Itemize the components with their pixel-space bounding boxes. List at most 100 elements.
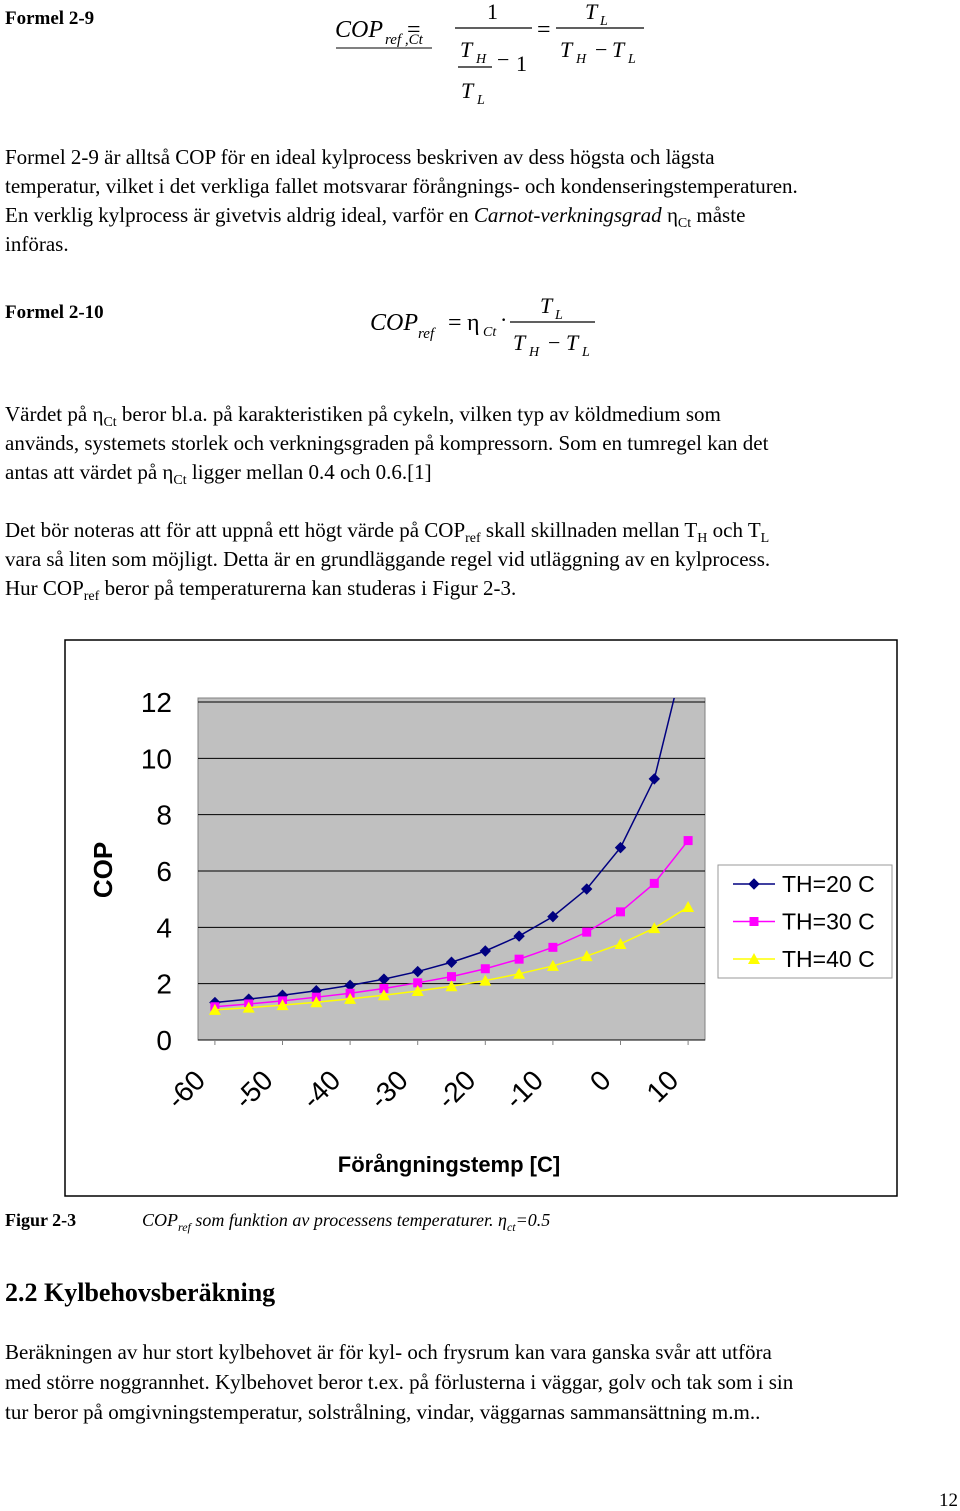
formula-token: = [407,17,421,43]
text-line: En verklig kylprocess är givetvis aldrig… [5,203,745,231]
marker [480,964,490,974]
subscript: Ct [173,473,186,488]
marker [547,910,559,923]
text-line: används, systemets storlek och verknings… [5,431,769,455]
marker [513,930,525,942]
formula-token: H [528,345,540,360]
legend-label: TH=40 C [782,946,875,972]
text-run: Värdet på η [5,402,103,426]
formula-token: = [448,310,462,336]
marker [514,954,524,964]
legend-label: TH=20 C [782,871,875,897]
marker [445,980,458,992]
text-run: antas att värdet på η [5,460,173,484]
text-line: Värdet på ηCt beror bl.a. på karakterist… [5,402,721,430]
marker [242,1001,255,1013]
formula-label: Formel 2-9 [5,8,94,29]
y-axis-title: COP [88,842,118,898]
formula-token: − [595,37,607,62]
text-run: En verklig kylprocess är givetvis aldrig… [5,203,474,227]
marker [748,953,760,964]
formula-token: L [476,93,485,108]
marker [582,927,592,937]
formula-token: COP [370,310,418,336]
formula-token: − [548,330,560,355]
text-line: med större noggrannhet. Kylbehovet beror… [5,1370,794,1394]
marker [276,999,289,1011]
marker [411,984,424,996]
marker [344,992,357,1004]
figure-label: Figur 2-3 [5,1210,76,1230]
formula-token: η [467,310,480,336]
formula-token: 1 [516,51,527,76]
marker [379,983,389,993]
text-run: temperatur, vilket i det verkliga fallet… [5,174,798,198]
formula-label: Formel 2-10 [5,302,104,323]
marker [413,978,423,988]
text-run: tur beror på omgivningstemperatur, solst… [5,1400,760,1424]
text-run: COP [142,1210,178,1230]
formula-token: COP [335,17,383,43]
formula-token: L [627,52,636,67]
formula-token: H [575,52,587,67]
text-run: Det bör noteras att för att uppnå ett hö… [5,518,465,542]
text-run: ligger mellan 0.4 och 0.6.[1] [187,460,432,484]
formula-token: T [461,78,475,103]
marker [748,878,760,890]
text-run: Beräkningen av hur stort kylbehovet är f… [5,1340,773,1364]
x-axis-title: Förångningstemp [C] [338,1152,560,1177]
text-line: införas. [5,232,69,256]
text-run: η [662,203,678,227]
subscript: ref [84,589,100,604]
marker [580,950,593,962]
text-run: som funktion av processens temperaturer.… [191,1210,507,1230]
text-line: vara så liten som möjligt. Detta är en g… [5,547,770,571]
text-line: Det bör noteras att för att uppnå ett hö… [5,518,769,546]
subscript: L [761,531,770,546]
formula-token: · [500,307,507,332]
marker [616,907,625,917]
text-run: införas. [5,232,69,256]
y-tick-label: 6 [156,856,172,887]
plot-series [208,698,695,1015]
formula-token: T [540,293,554,318]
formula-token: L [581,345,590,360]
formula-token: 1 [487,0,498,24]
y-tick-label: 8 [156,800,172,831]
marker [445,956,458,968]
section-heading: 2.2 Kylbehovsberäkning [5,1278,275,1307]
marker [377,989,390,1001]
marker [683,836,693,846]
text-line: tur beror på omgivningstemperatur, solst… [5,1400,760,1424]
formula-token: T [566,330,580,355]
formula-token: ref ,Ct [385,32,424,48]
marker [682,901,695,913]
marker [208,1003,221,1015]
text-line: COPref som funktion av processens temper… [142,1210,550,1234]
y-tick-label: 12 [141,687,172,718]
formula-token: T [585,0,599,24]
marker [749,917,759,926]
formula-token: L [554,308,563,323]
text-run: med större noggrannhet. Kylbehovet beror… [5,1370,794,1394]
text-run: Hur COP [5,576,84,600]
y-tick-label: 2 [156,969,172,1000]
subscript: Ct [678,216,691,231]
marker [479,945,492,957]
y-tick-label: 10 [141,743,172,774]
formula-token: T [612,37,626,62]
formula-token: H [475,52,487,67]
formula-token: − [497,47,509,72]
text-line: temperatur, vilket i det verkliga fallet… [5,174,798,198]
text-line: Formel 2-9 är alltså COP för en ideal ky… [5,145,715,169]
text-run: och T [707,518,760,542]
marker [580,883,593,895]
marker [649,878,659,888]
marker [447,972,456,982]
text-run: måste [691,203,745,227]
marker [614,937,627,949]
marker [614,841,627,854]
marker [548,942,558,952]
formula-token: T [513,330,527,355]
